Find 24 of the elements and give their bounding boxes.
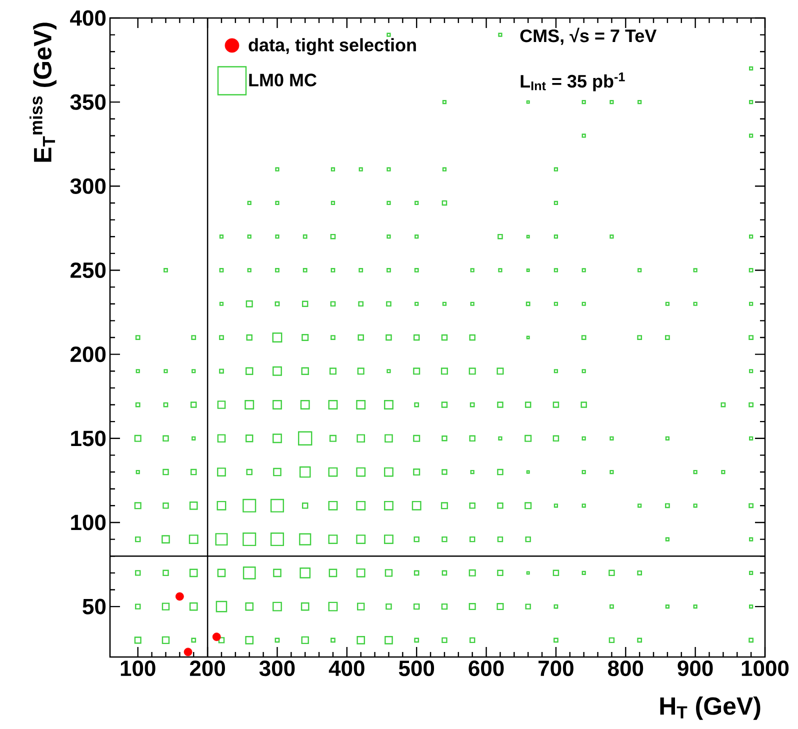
x-axis-title: H$_{T}$ (GeV) <box>660 696 760 720</box>
x-tick-label: 500 <box>398 660 434 676</box>
y-tick-label: 150 <box>71 430 106 446</box>
y-tick-label: 200 <box>70 346 106 362</box>
x-tick-label: 1000 <box>742 660 789 676</box>
y-axis-title: E$_{T}$$^{miss}$ (GeV) <box>30 22 56 162</box>
y-tick-label: 100 <box>71 514 106 530</box>
y-tick-label: 350 <box>70 94 106 110</box>
y-tick-label: 400 <box>70 10 106 26</box>
x-tick-label: 300 <box>259 660 295 676</box>
annotation: CMS, √s = 7 TeV <box>520 28 657 45</box>
x-tick-label: 800 <box>608 660 644 676</box>
y-tick-label: 300 <box>70 178 106 194</box>
legend-label: data, tight selection <box>248 38 416 56</box>
y-tick-label: 250 <box>70 262 106 278</box>
x-tick-label: 600 <box>468 660 504 676</box>
x-tick-label: 900 <box>678 660 713 676</box>
x-tick-label: 200 <box>190 660 226 676</box>
y-tick-label: 50 <box>82 598 106 614</box>
annotation: L$_{Int}$ = 35 pb$^{-1}$ <box>520 72 625 92</box>
x-tick-label: 100 <box>120 660 156 676</box>
x-tick-label: 700 <box>538 660 574 676</box>
x-tick-label: 400 <box>328 660 364 676</box>
legend-label: LM0 MC <box>249 74 316 86</box>
